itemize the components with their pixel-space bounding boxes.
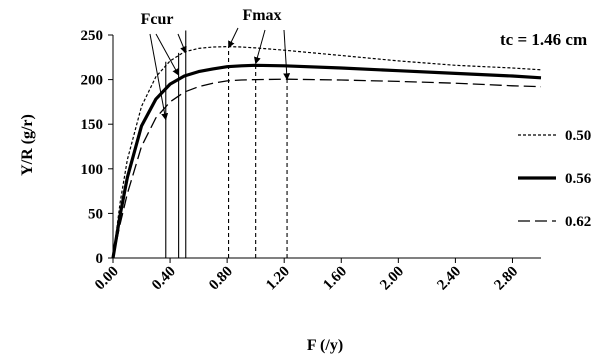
annotation-arrows — [149, 27, 291, 121]
x-tick-label: 2.00 — [377, 264, 407, 294]
fmax-label: Fmax — [242, 7, 281, 24]
x-tick-label: 1.20 — [263, 264, 293, 294]
legend-label-0.56: 0.56 — [565, 171, 592, 187]
y-axis-title: Y/R (g/r) — [19, 114, 36, 176]
x-tick-label: 0.80 — [206, 264, 236, 294]
legend-label-0.62: 0.62 — [565, 214, 591, 230]
series-line-0.62 — [112, 78, 542, 259]
y-tick-label: 200 — [81, 73, 104, 89]
y-tick-label: 0 — [96, 251, 104, 267]
legend: 0.50 0.56 0.62 — [518, 128, 592, 230]
tc-annotation: tc = 1.46 cm — [500, 30, 587, 49]
annotation-arrow — [228, 27, 239, 49]
annotation-arrow — [253, 29, 266, 65]
x-tick-label: 2.40 — [434, 264, 464, 294]
annotation-arrow — [155, 33, 180, 76]
labels: F (/y) Y/R (g/r) Fcur Fmax tc = 1.46 cm — [19, 7, 587, 354]
series-line-0.50 — [112, 45, 542, 259]
series-lines — [111, 45, 542, 259]
annotation-arrow — [177, 33, 187, 54]
x-tick-label: 0.00 — [92, 264, 122, 294]
vertical-markers — [165, 30, 288, 258]
series-line-0.56 — [111, 63, 542, 259]
y-tick-label: 50 — [88, 206, 103, 222]
y-tick-label: 250 — [81, 28, 104, 44]
y-tick-label: 150 — [81, 117, 104, 133]
x-tick-label: 1.60 — [320, 264, 350, 294]
y-tick-label: 100 — [81, 162, 104, 178]
annotation-arrow — [283, 29, 291, 81]
x-tick-label: 0.40 — [149, 264, 179, 294]
x-tick-label: 2.80 — [491, 264, 521, 294]
annotation-arrow — [149, 33, 169, 121]
legend-label-0.50: 0.50 — [565, 128, 591, 144]
fcur-label: Fcur — [141, 11, 174, 28]
x-axis-title: F (/y) — [307, 337, 343, 354]
